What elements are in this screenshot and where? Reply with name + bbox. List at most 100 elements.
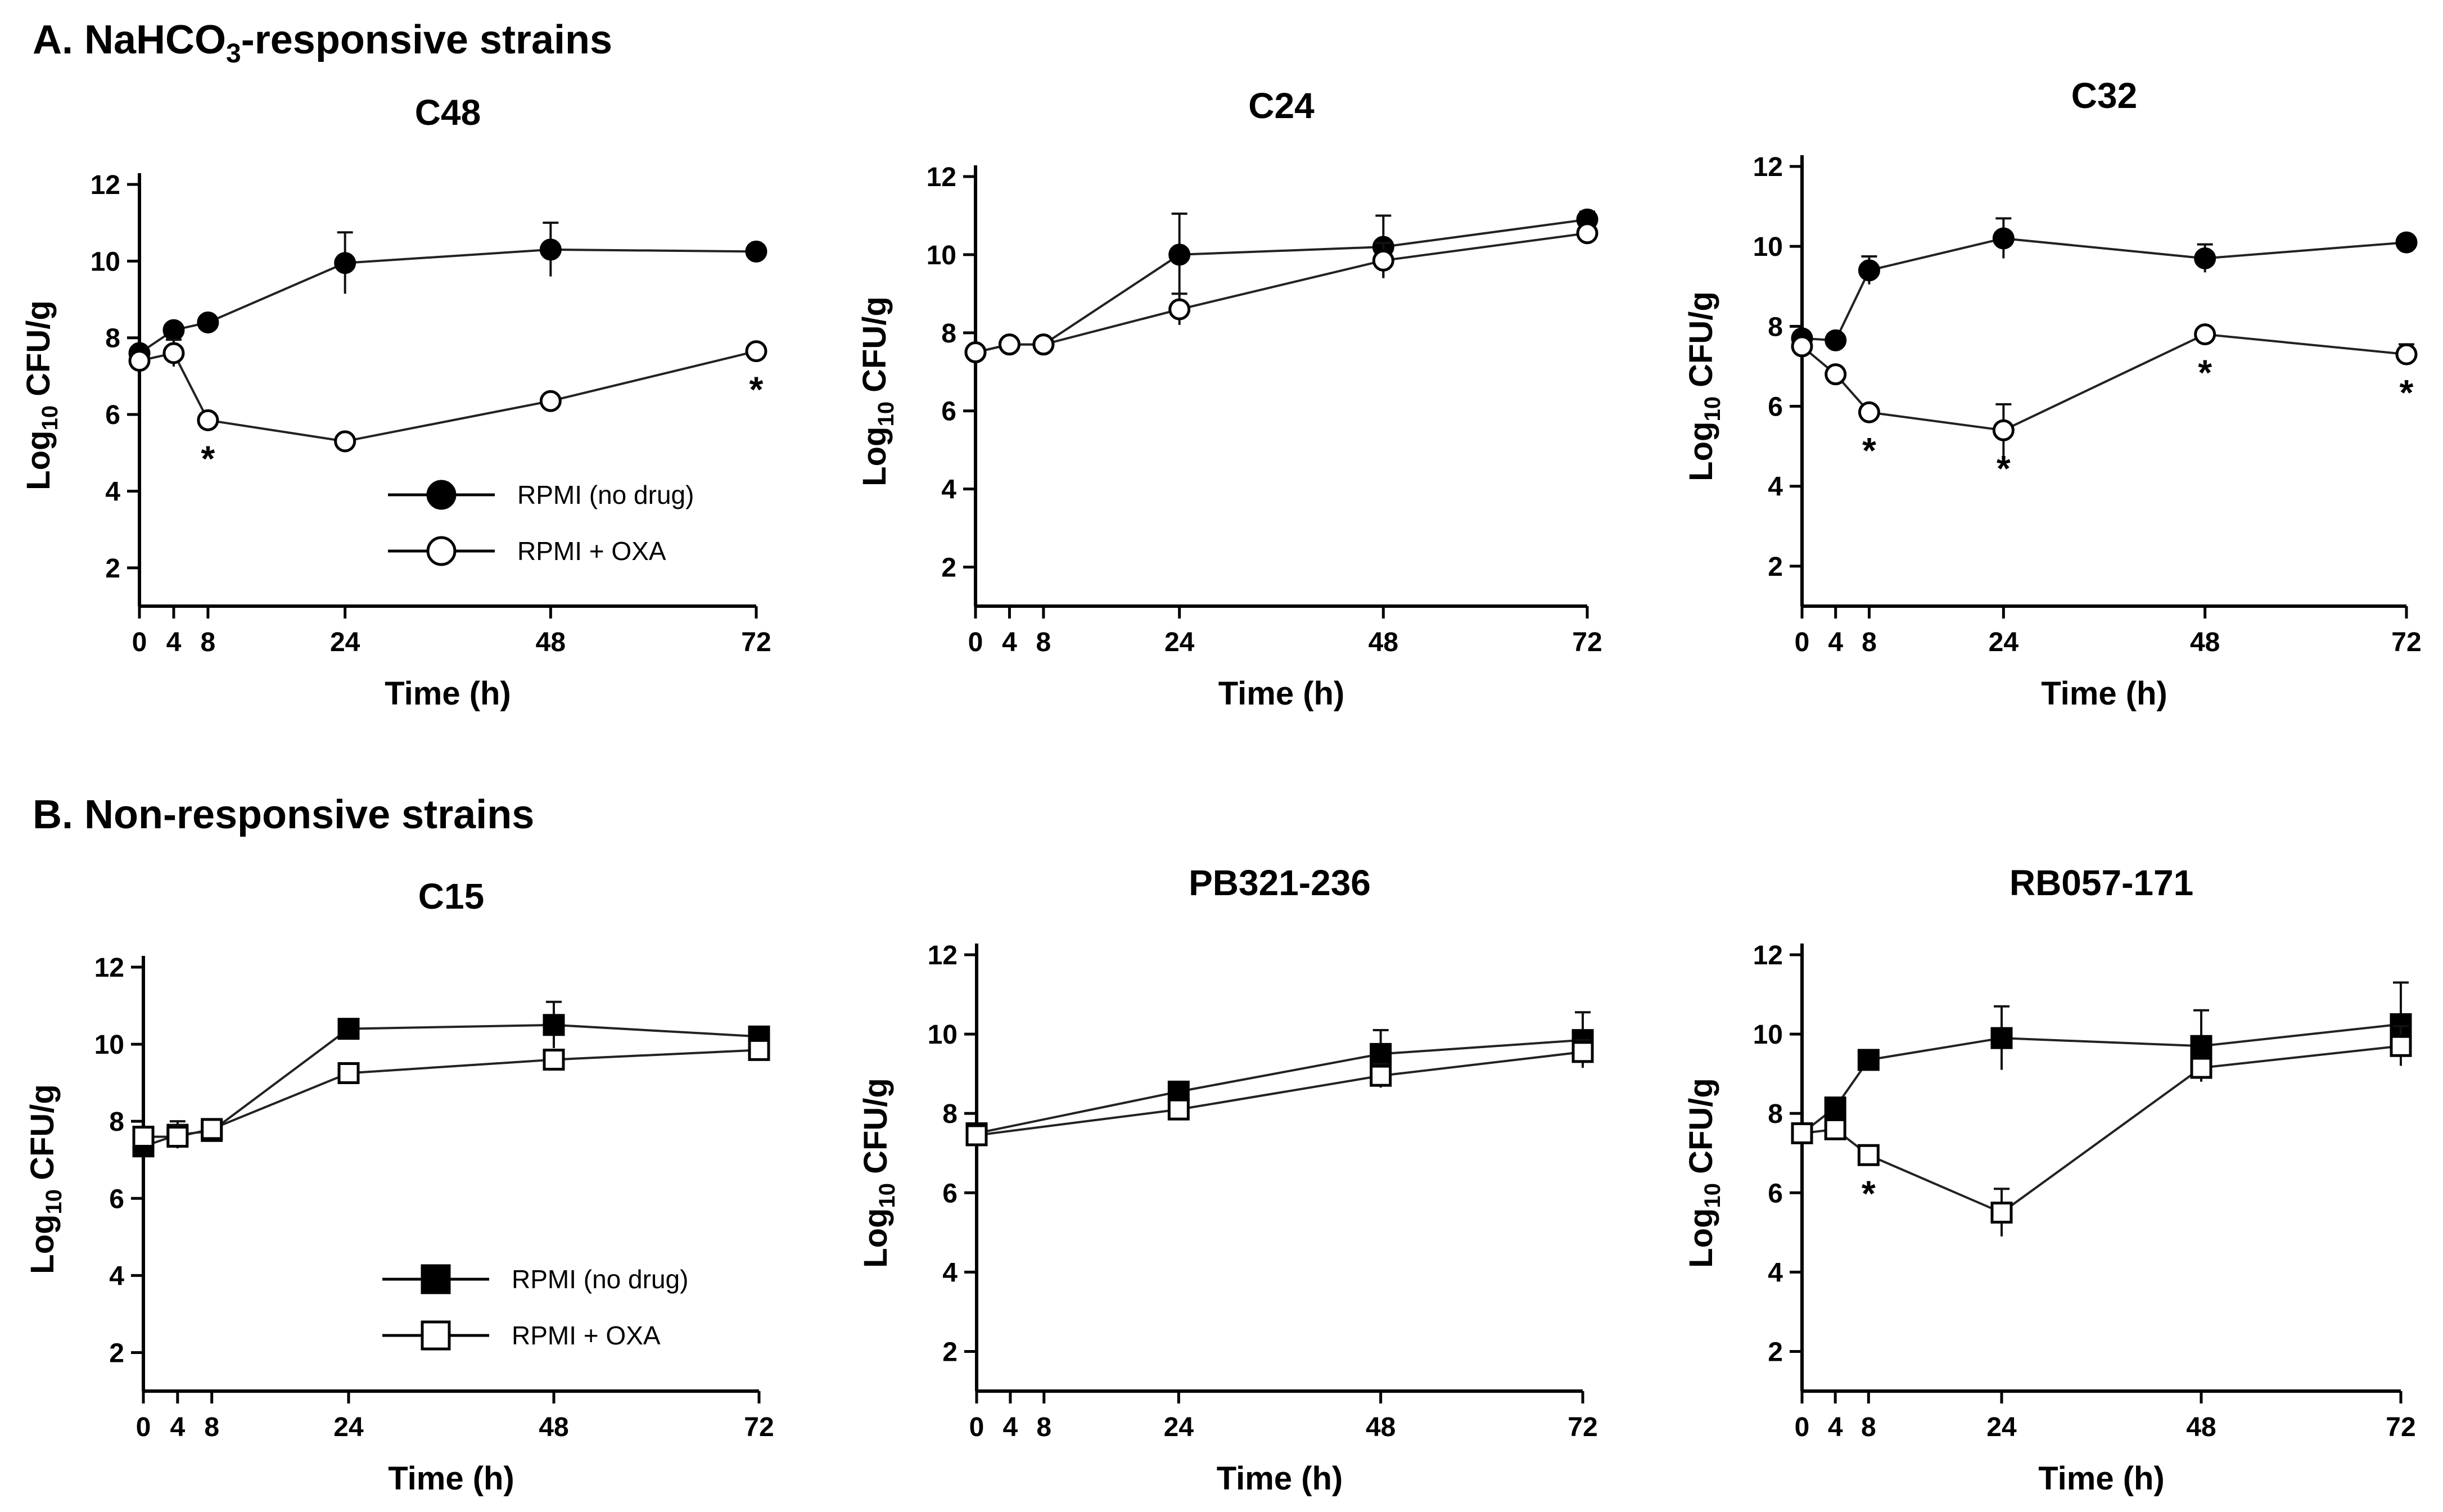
data-point: [197, 311, 219, 333]
data-point: [162, 342, 185, 364]
panel-title: RB057-171: [2010, 863, 2193, 903]
y-tick-label: 8: [1768, 1099, 1783, 1129]
section-title-b: B. Non-responsive strains: [33, 792, 534, 837]
y-axis-label-part: CFU/g: [857, 1078, 894, 1183]
x-tick-label: 4: [1828, 1412, 1843, 1442]
data-point: [543, 1049, 565, 1071]
x-tick-label: 0: [1795, 628, 1810, 657]
legend-label: RPMI + OXA: [517, 536, 666, 566]
legend-label: RPMI + OXA: [512, 1321, 661, 1350]
data-point: [748, 1039, 770, 1061]
x-tick-label: 72: [1568, 1412, 1597, 1442]
x-tick-label: 4: [170, 1412, 185, 1442]
y-tick-label: 2: [942, 1337, 958, 1367]
x-tick-label: 72: [2391, 628, 2421, 657]
y-axis-label-subscript: 10: [875, 1183, 900, 1208]
x-tick-label: 48: [1366, 1412, 1396, 1442]
data-point: [543, 1014, 565, 1036]
y-tick-label: 12: [1753, 941, 1783, 971]
x-tick-label: 24: [330, 628, 360, 657]
data-point: [1370, 1064, 1392, 1087]
series-line: [1801, 1023, 2401, 1135]
y-tick-label: 4: [942, 1258, 958, 1288]
data-point: [539, 390, 562, 412]
data-point: [166, 1126, 189, 1148]
y-tick-label: 12: [928, 941, 958, 971]
y-axis-label-part: Log: [24, 1215, 61, 1274]
y-tick-label: 10: [1753, 232, 1783, 262]
y-axis-label-part: CFU/g: [20, 300, 57, 405]
y-axis-label-part: CFU/g: [856, 296, 893, 401]
data-point: [1857, 1144, 1880, 1166]
x-tick-label: 48: [536, 628, 566, 657]
data-point: [2190, 1035, 2212, 1057]
y-tick-label: 8: [109, 1107, 124, 1137]
data-point: [337, 1018, 360, 1040]
legend-marker: [426, 536, 457, 566]
legend-marker: [421, 1264, 451, 1294]
y-tick-label: 10: [928, 1020, 958, 1050]
series-line: [1801, 1045, 2401, 1214]
data-point: [1572, 1041, 1594, 1063]
x-tick-label: 8: [1036, 1412, 1051, 1442]
data-point: [2194, 323, 2216, 346]
data-point: [162, 319, 185, 341]
series-line: [138, 248, 757, 354]
y-axis-label-subscript: 10: [1700, 1183, 1725, 1208]
x-tick-label: 24: [1986, 1412, 2017, 1442]
x-axis-label: Time (h): [388, 1460, 514, 1497]
x-axis-label: Time (h): [385, 675, 511, 712]
x-tick-label: 24: [1989, 628, 2019, 657]
x-tick-label: 24: [1164, 1412, 1194, 1442]
x-tick-label: 4: [1002, 628, 1017, 657]
y-axis-label-part: Log: [20, 431, 57, 490]
y-axis-label-part: CFU/g: [1683, 1078, 1719, 1183]
data-point: [1825, 329, 1847, 351]
x-tick-label: 72: [2386, 1412, 2415, 1442]
x-tick-label: 0: [968, 628, 983, 657]
data-point: [1032, 333, 1055, 356]
data-point: [1168, 298, 1191, 321]
y-axis-label-subscript: 10: [38, 405, 62, 431]
series-line: [139, 350, 757, 443]
data-point: [1168, 243, 1191, 266]
y-tick-label: 6: [1768, 392, 1783, 422]
y-tick-label: 2: [1768, 552, 1783, 582]
y-tick-label: 6: [942, 1179, 958, 1208]
y-axis-label-subscript: 10: [42, 1189, 66, 1215]
series-line: [976, 1039, 1583, 1135]
panel-title: PB321-236: [1189, 863, 1371, 903]
section-title-a: A. NaHCO3-responsive strains: [33, 17, 612, 69]
x-tick-label: 0: [136, 1412, 151, 1442]
x-axis-label: Time (h): [1217, 1460, 1343, 1497]
y-tick-label: 8: [1768, 312, 1783, 342]
y-axis-label-part: CFU/g: [1683, 291, 1719, 396]
significance-star: *: [201, 438, 215, 479]
x-tick-label: 0: [1795, 1412, 1810, 1442]
data-point: [998, 333, 1020, 356]
y-tick-label: 8: [942, 1099, 958, 1129]
x-tick-label: 24: [1164, 628, 1195, 657]
x-axis-label: Time (h): [1218, 675, 1345, 712]
data-point: [1791, 1122, 1813, 1144]
data-point: [1824, 1118, 1846, 1140]
series-line: [1801, 237, 2407, 342]
data-point: [2194, 247, 2216, 270]
y-tick-label: 2: [105, 554, 120, 584]
y-tick-label: 6: [941, 397, 956, 427]
data-point: [539, 238, 562, 261]
panel-title: C15: [418, 876, 484, 917]
x-tick-label: 4: [1828, 628, 1843, 657]
y-tick-label: 10: [94, 1030, 124, 1060]
x-tick-label: 4: [1003, 1412, 1018, 1442]
x-tick-label: 72: [741, 628, 771, 657]
y-tick-label: 6: [105, 400, 120, 430]
x-tick-label: 48: [2186, 1412, 2216, 1442]
y-tick-label: 8: [941, 319, 956, 349]
